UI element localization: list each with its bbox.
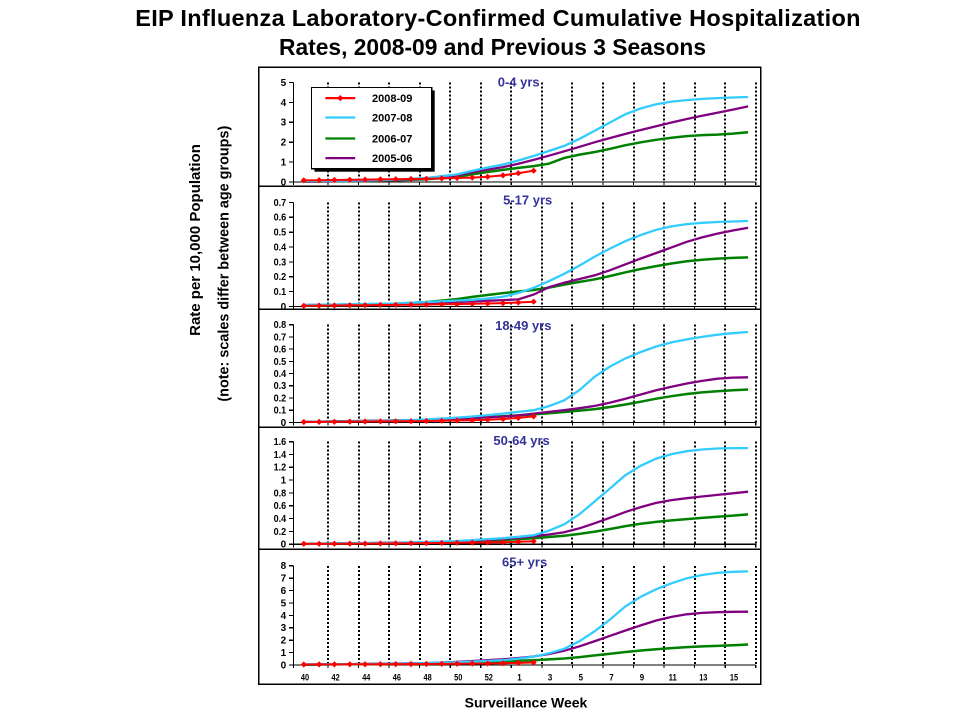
svg-text:0: 0 [281, 660, 287, 671]
svg-text:48: 48 [424, 672, 432, 682]
svg-text:Rates, 2008-09 and Previous 3: Rates, 2008-09 and Previous 3 Seasons [279, 34, 706, 60]
svg-text:Rate per 10,000 Population: Rate per 10,000 Population [187, 144, 204, 336]
svg-text:1.6: 1.6 [274, 437, 287, 448]
svg-text:3: 3 [281, 623, 287, 634]
svg-text:Surveillance Week: Surveillance Week [465, 695, 588, 711]
svg-text:46: 46 [393, 672, 401, 682]
svg-text:65+ yrs: 65+ yrs [502, 555, 547, 570]
svg-text:5-17 yrs: 5-17 yrs [503, 193, 552, 208]
svg-text:3: 3 [281, 118, 287, 129]
svg-text:7: 7 [609, 672, 613, 682]
svg-text:0: 0 [281, 177, 287, 188]
svg-text:44: 44 [362, 672, 370, 682]
svg-text:9: 9 [640, 672, 644, 682]
svg-text:40: 40 [301, 672, 309, 682]
svg-text:11: 11 [669, 672, 677, 682]
svg-text:0.3: 0.3 [274, 381, 287, 392]
svg-text:52: 52 [485, 672, 493, 682]
svg-text:50: 50 [454, 672, 462, 682]
svg-text:4: 4 [281, 98, 287, 109]
svg-text:18-49 yrs: 18-49 yrs [495, 318, 551, 333]
svg-text:0.3: 0.3 [274, 257, 287, 268]
svg-text:15: 15 [730, 672, 738, 682]
svg-text:0.4: 0.4 [274, 514, 287, 525]
svg-text:EIP Influenza Laboratory-Confi: EIP Influenza Laboratory-Confirmed Cumul… [135, 5, 861, 31]
svg-text:0.6: 0.6 [274, 345, 287, 356]
svg-text:7: 7 [281, 574, 287, 585]
svg-text:6: 6 [281, 586, 287, 597]
svg-text:2005-06: 2005-06 [372, 153, 412, 165]
svg-text:(note: scales differ between a: (note: scales differ between age groups) [217, 126, 233, 402]
svg-text:2: 2 [281, 138, 287, 149]
svg-text:0-4 yrs: 0-4 yrs [498, 74, 540, 89]
svg-text:0.1: 0.1 [274, 287, 287, 298]
svg-text:3: 3 [548, 672, 552, 682]
svg-text:0.5: 0.5 [274, 228, 287, 239]
svg-text:0: 0 [281, 418, 287, 429]
svg-text:2006-07: 2006-07 [372, 133, 412, 145]
svg-text:50-64 yrs: 50-64 yrs [493, 433, 549, 448]
svg-text:5: 5 [281, 78, 287, 89]
svg-text:1.4: 1.4 [274, 450, 287, 461]
svg-text:2: 2 [281, 636, 287, 647]
svg-text:1: 1 [517, 672, 521, 682]
svg-text:8: 8 [281, 561, 287, 572]
svg-text:5: 5 [579, 672, 583, 682]
svg-text:0.8: 0.8 [274, 320, 287, 331]
svg-text:0.4: 0.4 [274, 369, 287, 380]
svg-text:0.2: 0.2 [274, 393, 287, 404]
svg-text:0.5: 0.5 [274, 357, 287, 368]
svg-text:1: 1 [281, 158, 287, 169]
svg-text:0.4: 0.4 [274, 242, 287, 253]
svg-text:0.7: 0.7 [274, 332, 287, 343]
svg-text:0.6: 0.6 [274, 501, 287, 512]
svg-text:0.8: 0.8 [274, 488, 287, 499]
svg-text:4: 4 [281, 611, 287, 622]
svg-text:0.7: 0.7 [274, 198, 287, 209]
svg-text:1: 1 [281, 476, 287, 487]
svg-text:0.2: 0.2 [274, 272, 287, 283]
svg-text:0: 0 [281, 302, 287, 313]
svg-text:0.6: 0.6 [274, 213, 287, 224]
svg-text:0.1: 0.1 [274, 406, 287, 417]
svg-text:1.2: 1.2 [274, 463, 287, 474]
svg-text:5: 5 [281, 598, 287, 609]
svg-text:13: 13 [699, 672, 707, 682]
svg-text:0.2: 0.2 [274, 527, 287, 538]
svg-text:1: 1 [281, 648, 287, 659]
svg-text:2008-09: 2008-09 [372, 93, 412, 105]
svg-text:42: 42 [332, 672, 340, 682]
svg-text:2007-08: 2007-08 [372, 112, 412, 124]
svg-text:0: 0 [281, 540, 287, 551]
